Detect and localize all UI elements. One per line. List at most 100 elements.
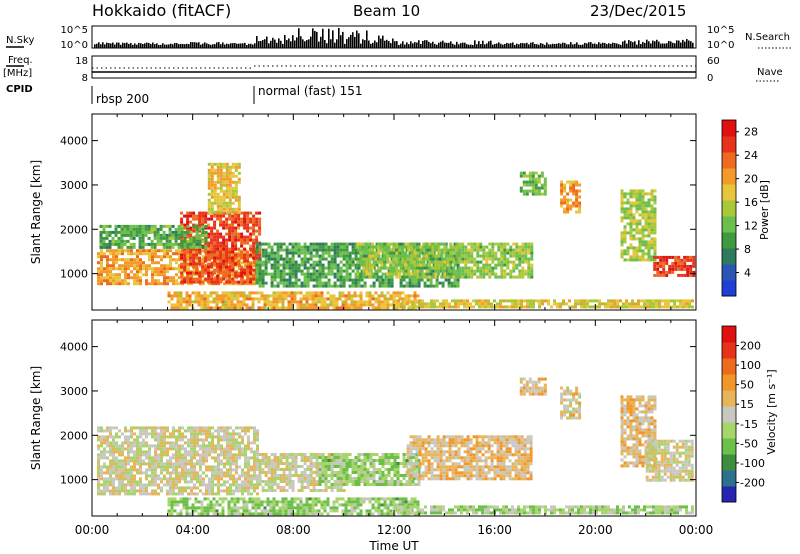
power-colorbar-swatch xyxy=(722,232,736,249)
noise-bar xyxy=(278,38,280,48)
frequency-unit: [MHz] xyxy=(3,68,32,79)
noise-bar xyxy=(214,44,216,48)
noise-bar xyxy=(678,40,680,48)
time-tick-label: 00:00 xyxy=(75,523,110,537)
noise-bar xyxy=(162,43,164,48)
noise-bar xyxy=(130,42,132,48)
noise-bar xyxy=(466,44,468,48)
power-colorbar: 4 8 12 16 20 24 28 xyxy=(721,119,758,297)
noise-bar xyxy=(288,38,290,48)
noise-bar xyxy=(340,35,342,48)
noise-bar xyxy=(316,31,318,48)
power-echo-region xyxy=(620,189,657,262)
noise-bar xyxy=(680,42,682,48)
noise-bar xyxy=(646,39,648,48)
noise-bar xyxy=(606,44,608,48)
beam-label: Beam 10 xyxy=(353,2,420,20)
noise-bar xyxy=(640,44,642,48)
noise-bar xyxy=(406,42,408,48)
noise-bar xyxy=(242,43,244,48)
noise-bar xyxy=(688,40,690,48)
station-title: Hokkaido (fitACF) xyxy=(92,1,231,20)
noise-bar xyxy=(366,30,368,48)
noise-bar xyxy=(634,41,636,48)
noise-bar xyxy=(604,42,606,48)
noise-bar xyxy=(514,44,516,48)
noise-bar xyxy=(402,41,404,48)
noise-bar xyxy=(428,41,430,48)
noise-bar xyxy=(580,44,582,48)
power-colorbar-tick-label: 12 xyxy=(744,220,758,233)
noise-bar xyxy=(554,44,556,48)
noise-bar xyxy=(388,41,390,48)
noise-bar xyxy=(636,44,638,48)
noise-bar xyxy=(510,43,512,48)
noise-bar xyxy=(600,43,602,48)
noise-bar xyxy=(598,42,600,48)
cpid-program-1: rbsp 200 xyxy=(96,92,149,106)
noise-bar xyxy=(540,43,542,48)
noise-right-tick-top: 10^5 xyxy=(707,25,734,36)
noise-bar xyxy=(570,42,572,48)
noise-bar xyxy=(300,36,302,48)
noise-bar xyxy=(344,43,346,48)
power-axes: 1000 2000 3000 4000 xyxy=(60,114,697,310)
nave-label: Nave xyxy=(757,67,783,78)
noise-bar xyxy=(582,44,584,48)
noise-bar xyxy=(338,28,340,48)
noise-bar xyxy=(170,43,172,48)
velocity-colorbar-tick-label: 15 xyxy=(740,398,754,411)
power-data-layer xyxy=(97,162,696,310)
noise-bar xyxy=(482,40,484,48)
noise-bar xyxy=(280,40,282,48)
noise-bar xyxy=(348,37,350,48)
frequency-tick-top: 18 xyxy=(75,56,88,67)
noise-bar xyxy=(660,43,662,48)
power-colorbar-tick-label: 28 xyxy=(744,126,758,139)
noise-bar xyxy=(392,38,394,48)
noise-bar xyxy=(350,34,352,48)
noise-bar xyxy=(506,42,508,48)
noise-bar xyxy=(384,40,386,48)
noise-bar xyxy=(460,43,462,48)
noise-bar xyxy=(100,44,102,48)
noise-bar xyxy=(356,30,358,48)
velocity-colorbar-swatch xyxy=(722,486,736,503)
noise-bar xyxy=(290,41,292,48)
velocity-echo-region xyxy=(560,386,582,420)
noise-bar xyxy=(144,43,146,48)
noise-bar xyxy=(146,42,148,48)
velocity-ytick-label: 2000 xyxy=(60,429,88,442)
noise-bar xyxy=(378,35,380,48)
noise-bar xyxy=(156,43,158,48)
noise-bar xyxy=(642,42,644,48)
noise-bar xyxy=(136,44,138,48)
noise-bar xyxy=(430,43,432,48)
noise-bar xyxy=(576,42,578,48)
noise-bar xyxy=(668,40,670,48)
noise-bar xyxy=(654,41,656,48)
noise-bar xyxy=(258,41,260,48)
velocity-colorbar-swatch xyxy=(722,374,736,391)
noise-bar xyxy=(254,43,256,48)
noise-bar xyxy=(502,44,504,48)
noise-bar xyxy=(218,42,220,48)
noise-bar xyxy=(638,40,640,48)
noise-bar xyxy=(446,42,448,48)
noise-bar xyxy=(498,42,500,48)
velocity-colorbar-swatch xyxy=(722,406,736,423)
noise-bar xyxy=(434,43,436,48)
noise-bar xyxy=(232,43,234,48)
velocity-colorbar-tick-label: -100 xyxy=(740,457,765,470)
velocity-colorbar-swatch xyxy=(722,390,736,407)
noise-bar xyxy=(542,43,544,48)
noise-bar xyxy=(452,43,454,48)
power-colorbar-swatch xyxy=(722,280,736,297)
noise-bar xyxy=(120,44,122,48)
noise-bar xyxy=(180,43,182,48)
noise-bar xyxy=(552,43,554,48)
noise-bar xyxy=(672,42,674,48)
noise-bar xyxy=(204,42,206,48)
noise-bar xyxy=(224,44,226,48)
noise-bar xyxy=(252,44,254,48)
